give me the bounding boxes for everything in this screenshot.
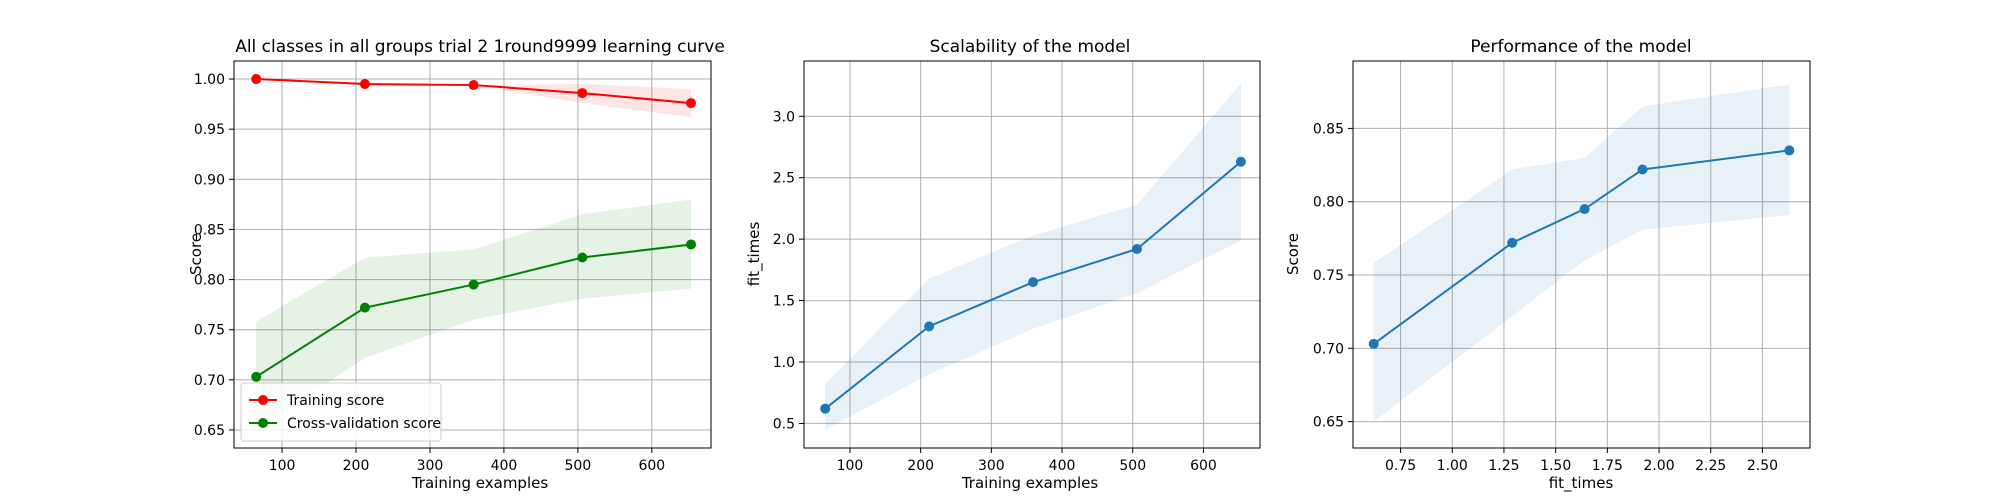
performance-point: [1784, 145, 1795, 156]
learning-curve-point: [359, 79, 370, 90]
scalability-y-tick-label: 2.5: [773, 171, 795, 187]
learning-curve-xlabel: Training examples: [411, 474, 549, 492]
performance-x-tick-label: 2.25: [1695, 458, 1726, 474]
performance-y-tick-label: 0.85: [1313, 121, 1344, 137]
learning-curve-y-tick-label: 0.70: [194, 373, 225, 389]
scalability-x-tick-label: 500: [1119, 458, 1146, 474]
learning-curve-point: [251, 371, 262, 382]
learning-curve-point: [577, 88, 588, 99]
performance-y-tick-label: 0.75: [1313, 268, 1344, 284]
performance-axes-frame: [1352, 60, 1811, 449]
learning-curve-point: [468, 80, 479, 91]
performance-series: [1368, 145, 1795, 349]
scalability-y-tick-label: 3.0: [773, 109, 795, 125]
learning-curve-y-tick-label: 0.80: [194, 273, 225, 289]
learning-curve-x-tick-label: 500: [565, 458, 592, 474]
performance-x-tick-label: 1.50: [1540, 458, 1571, 474]
performance-y-tick-label: 0.70: [1313, 341, 1344, 357]
scalability-point: [924, 321, 935, 332]
performance-x-tick-label: 1.25: [1488, 458, 1519, 474]
performance-band-0: [1373, 84, 1790, 422]
scalability-bands: [825, 83, 1241, 430]
learning-curve-point: [468, 279, 479, 290]
performance-x-tick-label: 2.50: [1747, 458, 1778, 474]
learning-curve-x-tick-label: 100: [269, 458, 296, 474]
learning-curve-y-tick-label: 1.00: [194, 72, 225, 88]
performance-point: [1637, 164, 1648, 175]
learning-curve-x-tick-label: 300: [417, 458, 444, 474]
learning-curve-legend-box: [240, 382, 442, 442]
performance-point: [1579, 204, 1590, 215]
performance-y-tick-label: 0.65: [1313, 415, 1344, 431]
learning-curve-point: [686, 239, 697, 250]
learning-curve-point: [686, 98, 697, 109]
scalability-series: [820, 156, 1246, 414]
learning-curve-x-tick-label: 200: [343, 458, 370, 474]
learning-curve-axes-frame: [233, 60, 712, 449]
scalability-y-tick-label: 1.5: [773, 294, 795, 310]
scalability-chart: Scalability of the model Training exampl…: [745, 37, 1261, 492]
learning-curve-point: [359, 302, 370, 313]
performance-ylabel: Score: [1284, 233, 1302, 275]
learning-curve-legend-marker: [258, 395, 268, 405]
scalability-x-tick-label: 200: [907, 458, 934, 474]
learning-curve-chart: All classes in all groups trial 2 1round…: [187, 37, 725, 492]
learning-curve-legend-marker: [258, 418, 268, 428]
learning-curve-grid: [234, 61, 711, 448]
learning-curve-point: [577, 252, 588, 263]
performance-point: [1507, 237, 1518, 248]
learning-curve-y-tick-label: 0.75: [194, 323, 225, 339]
performance-grid: [1353, 61, 1810, 448]
performance-title: Performance of the model: [1470, 37, 1691, 57]
performance-point: [1368, 338, 1379, 349]
scalability-x-tick-label: 400: [1049, 458, 1076, 474]
performance-xlabel: fit_times: [1549, 474, 1614, 493]
performance-x-tick-label: 2.00: [1643, 458, 1674, 474]
scalability-x-tick-label: 300: [978, 458, 1005, 474]
performance-x-tick-label: 0.75: [1385, 458, 1416, 474]
performance-chart: Performance of the model fit_times Score…: [1284, 37, 1811, 493]
scalability-x-tick-label: 600: [1190, 458, 1217, 474]
learning-curve-legend-label: Cross-validation score: [287, 416, 441, 432]
scalability-point: [1235, 156, 1246, 167]
learning-curve-y-tick-label: 0.65: [194, 423, 225, 439]
scalability-grid: [804, 61, 1260, 448]
learning-curve-y-tick-label: 0.95: [194, 122, 225, 138]
learning-curve-point: [251, 74, 262, 85]
learning-curve-x-tick-label: 600: [638, 458, 665, 474]
scalability-axes-frame: [803, 60, 1261, 449]
learning-curve-ylabel: Score: [187, 233, 205, 275]
learning-curve-series: [251, 74, 697, 382]
performance-x-tick-label: 1.75: [1592, 458, 1623, 474]
learning-curve-y-tick-label: 0.90: [194, 172, 225, 188]
learning-curve-legend-label: Training score: [286, 393, 384, 409]
scalability-x-tick-label: 100: [837, 458, 864, 474]
scalability-point: [1131, 243, 1142, 254]
scalability-band-0: [825, 83, 1241, 430]
scalability-xlabel: Training examples: [961, 474, 1099, 492]
performance-x-tick-label: 1.00: [1437, 458, 1468, 474]
scalability-point: [1028, 277, 1039, 288]
performance-bands: [1373, 84, 1790, 422]
scalability-y-tick-label: 1.0: [773, 355, 795, 371]
scalability-y-tick-label: 0.5: [773, 416, 795, 432]
learning-curve-legend: Training score Cross-validation score: [240, 382, 442, 442]
scalability-y-tick-label: 2.0: [773, 232, 795, 248]
learning-curve-title: All classes in all groups trial 2 1round…: [235, 37, 725, 57]
performance-y-tick-label: 0.80: [1313, 195, 1344, 211]
scalability-point: [820, 403, 831, 414]
learning-curve-y-tick-label: 0.85: [194, 222, 225, 238]
scalability-title: Scalability of the model: [930, 37, 1131, 57]
scalability-ylabel: fit_times: [745, 222, 764, 287]
learning-curve-x-tick-label: 400: [491, 458, 518, 474]
